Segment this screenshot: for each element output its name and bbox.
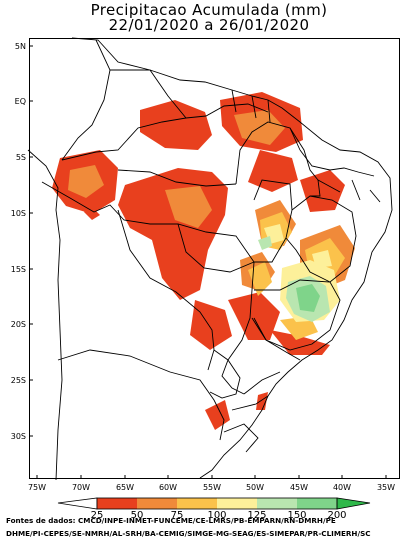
lat-labels: 5N EQ 5S 10S 15S 20S 25S 30S	[11, 42, 26, 441]
state-border-northeast	[299, 149, 381, 203]
lon-label-50w: 50W	[246, 483, 264, 492]
colorbar-frame	[96, 497, 338, 510]
colorbar-label-50: 50	[131, 510, 144, 521]
colorbar-label-150: 150	[287, 510, 306, 521]
lat-label-20s: 20S	[11, 320, 26, 329]
state-border-mato-grosso	[177, 223, 255, 273]
colorbar-label-25: 25	[91, 510, 104, 521]
lat-label-eq: EQ	[15, 97, 26, 106]
data-sources-line-1: Fontes de dados: CMCD/INPE-INMET-FUNCEME…	[6, 516, 336, 525]
country-border-paraguay	[209, 349, 241, 399]
colorbar-bin-50-75	[137, 498, 177, 509]
colorbar-min-arrow	[57, 497, 98, 510]
lat-label-15s: 15S	[11, 265, 26, 274]
lat-label-5s: 5S	[16, 153, 26, 162]
lon-labels: 75W 70W 65W 60W 55W 50W 45W 40W 35W	[28, 483, 395, 492]
map-frame	[29, 38, 400, 479]
data-sources-line-2: DHME/PI-CEPES/SE-NMRH/AL-SRH/BA-CEMIG/SI…	[6, 529, 371, 538]
colorbar-label-125: 125	[247, 510, 266, 521]
colorbar-label-200: 200	[327, 510, 346, 521]
lon-label-60w: 60W	[159, 483, 177, 492]
lat-label-25s: 25S	[11, 376, 26, 385]
colorbar-labels: 25 50 75 100 125 150 200	[91, 510, 347, 521]
country-border-uruguay	[223, 423, 259, 453]
country-border-peru-bolivia	[117, 209, 215, 371]
lat-label-30s: 30S	[11, 432, 26, 441]
state-border-amazonas	[117, 169, 237, 187]
colorbar-bin-25-50	[97, 498, 137, 509]
lat-label-10s: 10S	[11, 209, 26, 218]
colorbar-bin-75-100	[177, 498, 217, 509]
lon-ticks	[36, 475, 387, 479]
colorbar-label-75: 75	[171, 510, 184, 521]
country-border-argentina	[57, 349, 225, 441]
lon-label-35w: 35W	[377, 483, 395, 492]
colorbar-label-100: 100	[207, 510, 226, 521]
precip-25-50-areas	[52, 92, 345, 430]
brazil-north-border	[61, 103, 269, 161]
state-border-bahia	[285, 195, 357, 283]
precipitation-shading	[52, 92, 355, 430]
south-america-coastline	[27, 37, 393, 481]
lon-label-70w: 70W	[72, 483, 90, 492]
lat-ticks	[29, 45, 33, 437]
state-border-minas	[253, 279, 341, 351]
country-border-colombia-venezuela	[61, 39, 187, 161]
colorbar-bin-100-125	[217, 498, 257, 509]
colorbar	[57, 497, 371, 510]
precip-150-200-areas	[296, 284, 320, 312]
lon-label-75w: 75W	[28, 483, 46, 492]
map-borders	[27, 37, 393, 481]
state-border-para	[235, 121, 301, 185]
map-title-line-2: 22/01/2020 a 26/01/2020	[108, 16, 310, 34]
lon-label-40w: 40W	[333, 483, 351, 492]
colorbar-max-arrow	[336, 497, 371, 510]
colorbar-bin-150-200	[297, 498, 337, 509]
colorbar-bin-125-150	[257, 498, 297, 509]
lat-label-5n: 5N	[15, 42, 26, 51]
state-border-south	[231, 371, 281, 411]
lon-label-55w: 55W	[203, 483, 221, 492]
guianas-borders	[231, 89, 271, 123]
map-title-line-1: Precipitacao Acumulada (mm)	[90, 1, 328, 19]
lon-label-45w: 45W	[290, 483, 308, 492]
lon-label-65w: 65W	[116, 483, 134, 492]
state-border-sao-paulo	[251, 317, 301, 361]
brazil-west-border	[41, 181, 255, 395]
state-border-maranhao-piaui	[289, 127, 321, 197]
